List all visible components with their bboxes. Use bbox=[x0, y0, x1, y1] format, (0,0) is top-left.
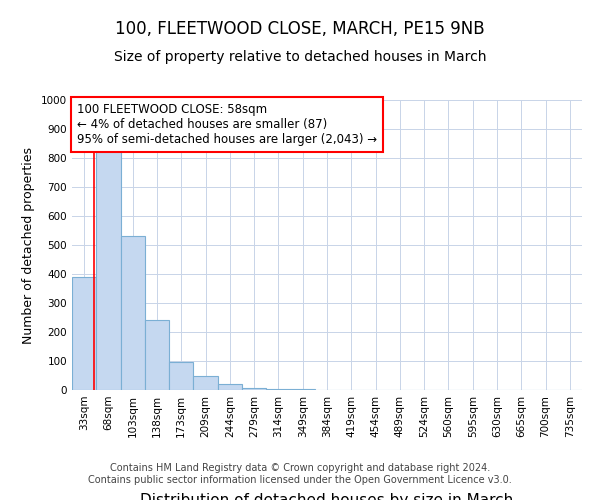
Text: Size of property relative to detached houses in March: Size of property relative to detached ho… bbox=[114, 50, 486, 64]
Bar bbox=[72, 277, 96, 390]
Bar bbox=[96, 150, 121, 390]
X-axis label: Distribution of detached houses by size in March: Distribution of detached houses by size … bbox=[140, 492, 514, 500]
Text: 100 FLEETWOOD CLOSE: 58sqm
← 4% of detached houses are smaller (87)
95% of semi-: 100 FLEETWOOD CLOSE: 58sqm ← 4% of detac… bbox=[77, 103, 377, 146]
Bar bbox=[266, 389, 290, 390]
Text: Contains HM Land Registry data © Crown copyright and database right 2024.
Contai: Contains HM Land Registry data © Crown c… bbox=[88, 464, 512, 485]
Text: 100, FLEETWOOD CLOSE, MARCH, PE15 9NB: 100, FLEETWOOD CLOSE, MARCH, PE15 9NB bbox=[115, 20, 485, 38]
Y-axis label: Number of detached properties: Number of detached properties bbox=[22, 146, 35, 344]
Bar bbox=[242, 388, 266, 390]
Bar bbox=[193, 376, 218, 390]
Bar bbox=[169, 362, 193, 390]
Bar bbox=[218, 384, 242, 390]
Bar bbox=[145, 320, 169, 390]
Bar bbox=[121, 236, 145, 390]
